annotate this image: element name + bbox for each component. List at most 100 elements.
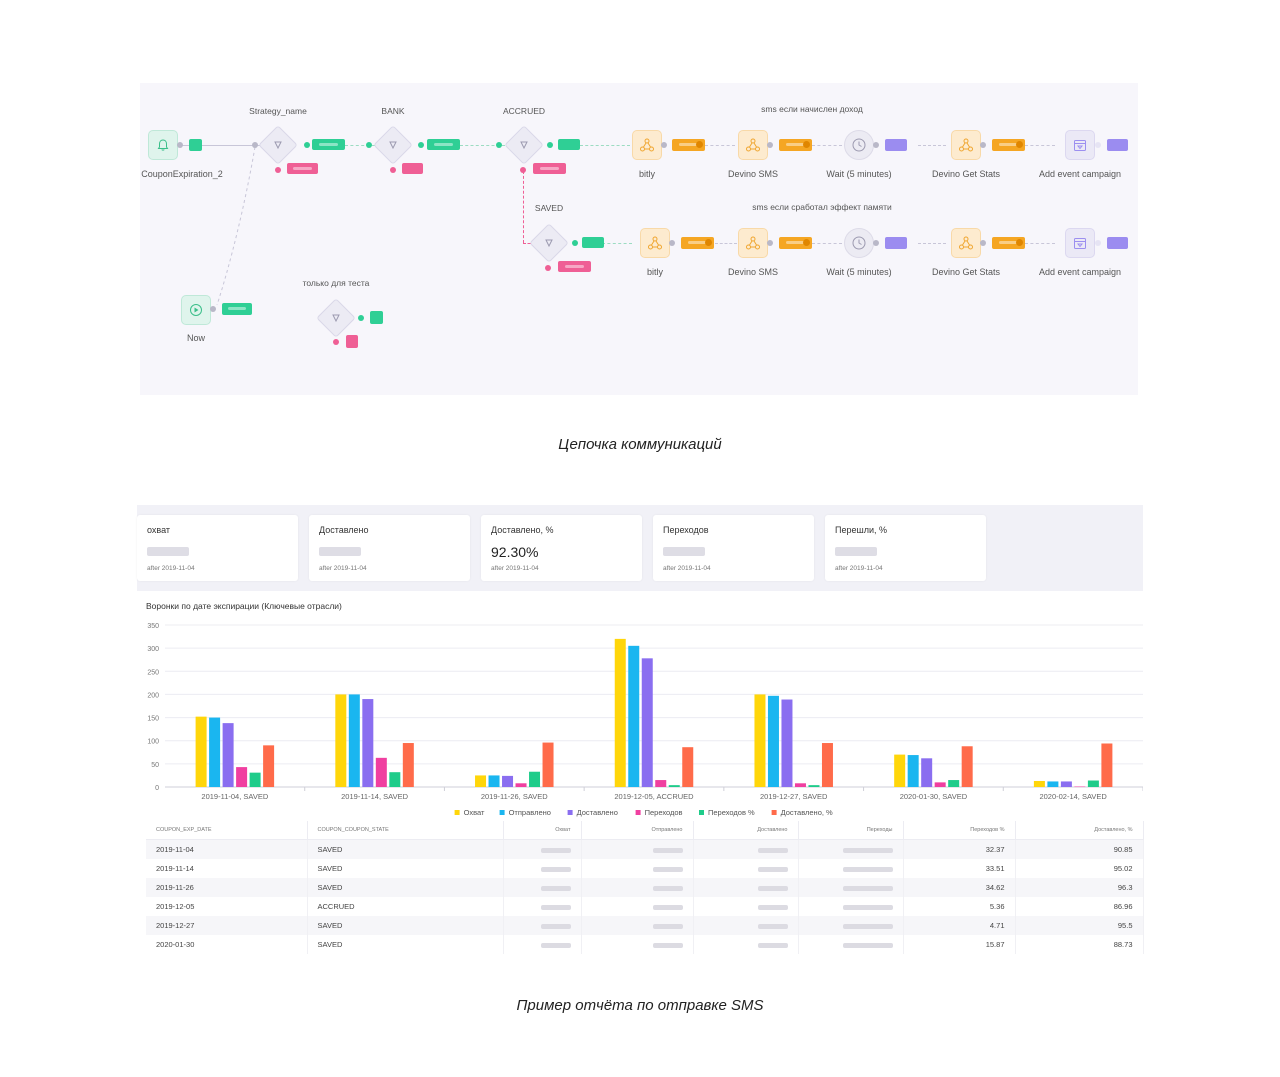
bottom-devino-sms-node[interactable] [738, 228, 768, 258]
table-row[interactable]: 2020-01-30 SAVED 15.87 88.73 [146, 935, 1144, 954]
bar [362, 699, 374, 787]
port-false-dot[interactable] [520, 167, 526, 173]
top-devino-stats-node[interactable] [951, 130, 981, 160]
bottom-add-event-pill[interactable] [1107, 237, 1128, 249]
cell-delivered-pct: 90.85 [1015, 839, 1144, 859]
col-header-clicks[interactable]: Переходы [798, 821, 904, 840]
cell-clicks-pct: 5.36 [903, 897, 1016, 916]
port-dot[interactable] [661, 142, 667, 148]
table-row[interactable]: 2019-11-04 SAVED 32.37 90.85 [146, 839, 1144, 859]
bottom-wait-pill[interactable] [885, 237, 907, 249]
stat-card-reach[interactable]: охват after 2019-11-04 [137, 515, 298, 581]
cell-redacted [581, 916, 694, 935]
communication-flow-canvas[interactable]: CouponExpiration_2 Now Strategy_name BAN… [140, 83, 1138, 395]
cell-delivered-pct: 86.96 [1015, 897, 1144, 916]
port-true-dot[interactable] [418, 142, 424, 148]
table-row[interactable]: 2019-11-14 SAVED 33.51 95.02 [146, 859, 1144, 878]
port-true-dot[interactable] [304, 142, 310, 148]
port-dot[interactable] [1095, 240, 1101, 246]
strategy-true-pill[interactable] [312, 139, 345, 150]
top-add-event-pill[interactable] [1107, 139, 1128, 151]
top-wait-node[interactable] [844, 130, 874, 160]
bottom-bitly-node[interactable] [640, 228, 670, 258]
cell-redacted [693, 897, 799, 916]
table-row[interactable]: 2019-12-27 SAVED 4.71 95.5 [146, 916, 1144, 935]
port-dot[interactable] [873, 240, 879, 246]
accrued-false-pill[interactable] [533, 163, 566, 174]
trigger-output-pill[interactable] [189, 139, 202, 151]
cell-redacted [693, 935, 799, 954]
port-false-dot[interactable] [545, 265, 551, 271]
cell-redacted [798, 897, 904, 916]
col-header-delivered-pct[interactable]: Доставлено, % [1015, 821, 1144, 840]
col-header-sent[interactable]: Отправлено [581, 821, 694, 840]
port-false-dot[interactable] [333, 339, 339, 345]
port-dot[interactable] [252, 142, 258, 148]
port-dot[interactable] [1095, 142, 1101, 148]
bottom-wait-node[interactable] [844, 228, 874, 258]
port-dot[interactable] [496, 142, 502, 148]
stat-card-delivered-pct[interactable]: Доставлено, % 92.30% after 2019-11-04 [481, 515, 642, 581]
stat-card-clicks[interactable]: Переходов after 2019-11-04 [653, 515, 814, 581]
saved-true-pill[interactable] [582, 237, 604, 248]
stat-card-clicked-pct[interactable]: Перешли, % after 2019-11-04 [825, 515, 986, 581]
col-header-delivered[interactable]: Доставлено [693, 821, 799, 840]
col-header-clicks-pct[interactable]: Переходов % [903, 821, 1016, 840]
table-row[interactable]: 2019-12-05 ACCRUED 5.36 86.96 [146, 897, 1144, 916]
group-bottom-label: sms если сработал эффект памяти [752, 202, 892, 212]
bottom-add-event-node[interactable] [1065, 228, 1095, 258]
top-bitly-pill[interactable] [672, 139, 705, 151]
col-header-state[interactable]: COUPON_COUPON_STATE [307, 821, 504, 840]
stat-card-delivered[interactable]: Доставлено after 2019-11-04 [309, 515, 470, 581]
bottom-devino-stats-node[interactable] [951, 228, 981, 258]
bottom-devino-sms-pill[interactable] [779, 237, 812, 249]
port-false-dot[interactable] [275, 167, 281, 173]
port-dot[interactable] [873, 142, 879, 148]
saved-false-pill[interactable] [558, 261, 591, 272]
bar [222, 723, 234, 787]
top-wait-pill[interactable] [885, 139, 907, 151]
bottom-bitly-pill[interactable] [681, 237, 714, 249]
port-dot[interactable] [210, 306, 216, 312]
now-node[interactable] [181, 295, 211, 325]
port-dot[interactable] [767, 142, 773, 148]
accrued-true-pill[interactable] [558, 139, 580, 150]
top-devino-sms-node[interactable] [738, 130, 768, 160]
top-devino-sms-pill[interactable] [779, 139, 812, 151]
port-true-dot[interactable] [358, 315, 364, 321]
top-add-event-node[interactable] [1065, 130, 1095, 160]
port-true-dot[interactable] [572, 240, 578, 246]
top-bitly-node[interactable] [632, 130, 662, 160]
port-dot[interactable] [767, 240, 773, 246]
port-true-dot[interactable] [547, 142, 553, 148]
bar [754, 694, 766, 787]
cell-redacted [693, 916, 799, 935]
col-header-date[interactable]: COUPON_EXP_DATE [146, 821, 308, 840]
test-false-pill[interactable] [346, 335, 358, 348]
table-row[interactable]: 2019-11-26 SAVED 34.62 96.3 [146, 878, 1144, 897]
port-dot[interactable] [980, 240, 986, 246]
port-dot[interactable] [980, 142, 986, 148]
bank-true-pill[interactable] [427, 139, 460, 150]
now-output-pill[interactable] [222, 303, 252, 315]
strategy-false-pill[interactable] [287, 163, 318, 174]
port-dot[interactable] [366, 142, 372, 148]
bar [907, 755, 919, 787]
port-dot[interactable] [177, 142, 183, 148]
bank-false-pill[interactable] [402, 163, 423, 174]
cell-state: SAVED [307, 839, 504, 859]
test-true-pill[interactable] [370, 311, 383, 324]
accrued-label: ACCRUED [502, 106, 546, 116]
funnel-bar-chart[interactable]: 0 50 100 150 200 250 300 350 2019-11-04, SAVED 20… [137, 617, 1143, 821]
port-false-dot[interactable] [390, 167, 396, 173]
cell-redacted [798, 859, 904, 878]
top-devino-stats-pill[interactable] [992, 139, 1025, 151]
port-dot[interactable] [669, 240, 675, 246]
cell-redacted [503, 859, 582, 878]
trigger-node[interactable] [148, 130, 178, 160]
stat-card-value-redacted [319, 547, 361, 556]
col-header-reach[interactable]: Охват [503, 821, 582, 840]
cell-state: SAVED [307, 916, 504, 935]
edge-top-2 [812, 145, 842, 146]
bottom-devino-stats-pill[interactable] [992, 237, 1025, 249]
